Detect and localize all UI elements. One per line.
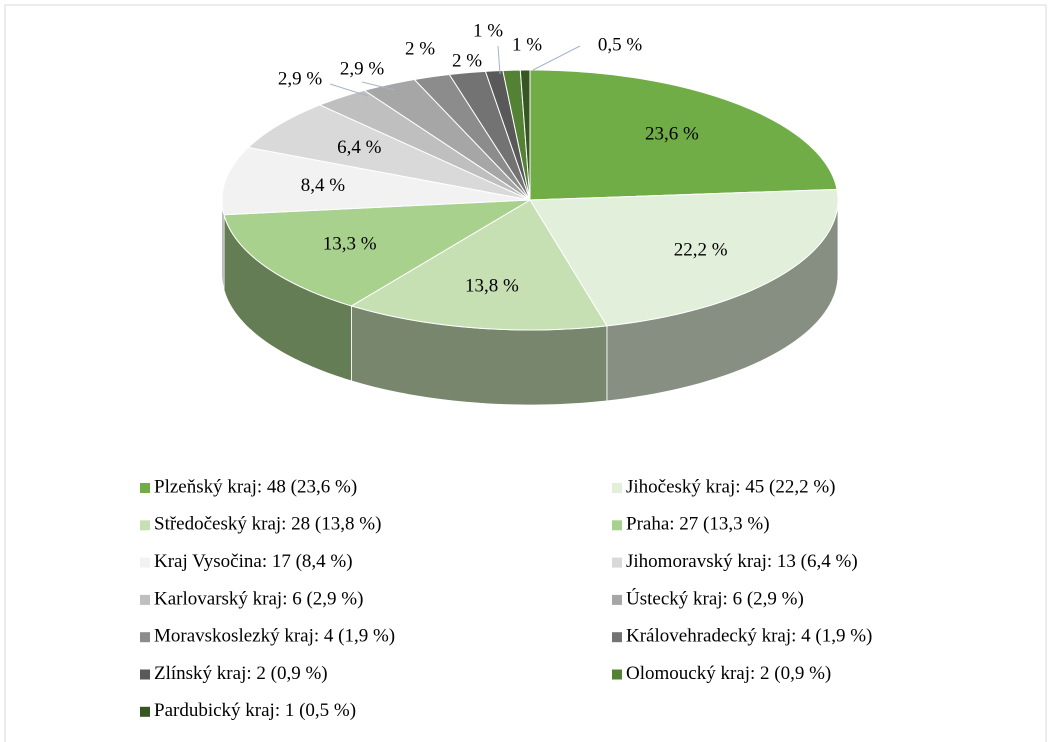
chart-border — [4, 4, 1047, 742]
data-label: 1 % — [512, 34, 542, 55]
legend-swatch — [140, 669, 150, 680]
legend-swatch — [612, 557, 622, 568]
data-label: 0,5 % — [598, 34, 643, 55]
legend-label: Praha: 27 (13,3 %) — [626, 514, 770, 535]
legend-swatch — [140, 594, 150, 605]
leader-line — [497, 45, 501, 75]
slice-side — [222, 200, 224, 290]
legend-label: Moravskoslezký kraj: 4 (1,9 %) — [154, 626, 395, 647]
legend-label: Plzeňský kraj: 48 (23,6 %) — [154, 476, 357, 497]
slice — [519, 69, 531, 201]
leader-line — [532, 45, 581, 71]
slice — [448, 70, 531, 201]
data-label: 22,2 % — [674, 240, 728, 261]
legend-swatch — [612, 632, 622, 643]
data-label: 13,3 % — [323, 233, 377, 254]
data-label: 1 % — [473, 20, 503, 41]
legend-swatch — [140, 706, 150, 717]
legend-label: Ústecký kraj: 6 (2,9 %) — [626, 587, 804, 609]
data-label: 23,6 % — [645, 123, 699, 144]
legend-swatch — [612, 669, 622, 680]
legend-swatch — [140, 520, 150, 531]
legend-label: Olomoucký kraj: 2 (0,9 %) — [626, 663, 831, 684]
legend-swatch — [140, 557, 150, 568]
slice-side — [223, 214, 352, 381]
slice — [223, 199, 531, 307]
leader-line — [361, 81, 396, 91]
data-label: 13,8 % — [465, 275, 519, 296]
legend-swatch — [612, 483, 622, 493]
legend-swatch — [612, 594, 622, 605]
legend-label: Královehradecký kraj: 4 (1,9 %) — [626, 626, 872, 647]
data-label: 2,9 % — [278, 68, 323, 89]
data-label: 2 % — [405, 38, 435, 59]
slice — [529, 69, 838, 201]
slice — [529, 188, 839, 327]
data-label: 6,4 % — [337, 137, 382, 158]
legend-swatch — [140, 483, 150, 493]
slice — [413, 74, 531, 201]
slice — [350, 199, 608, 331]
data-label: 2 % — [452, 50, 482, 71]
legend-label: Kraj Vysočina: 17 (8,4 %) — [154, 551, 353, 572]
data-label: 8,4 % — [301, 175, 346, 196]
legend-swatch — [140, 632, 150, 643]
slice — [221, 146, 531, 216]
legend-label: Jihomoravský kraj: 13 (6,4 %) — [626, 551, 858, 572]
legend-label: Karlovarský kraj: 6 (2,9 %) — [154, 588, 363, 609]
leader-line — [329, 83, 369, 97]
slice — [363, 78, 531, 201]
slice — [318, 89, 531, 201]
slice-side — [351, 305, 607, 405]
legend-label: Zlínský kraj: 2 (0,9 %) — [154, 663, 328, 684]
legend-label: Pardubický kraj: 1 (0,5 %) — [154, 700, 356, 721]
legend-swatch — [612, 520, 622, 531]
legend-label: Jihočeský kraj: 45 (22,2 %) — [626, 476, 835, 497]
slice — [247, 104, 531, 201]
data-label: 2,9 % — [340, 58, 385, 79]
legend-label: Středočeský kraj: 28 (13,8 %) — [154, 514, 381, 535]
